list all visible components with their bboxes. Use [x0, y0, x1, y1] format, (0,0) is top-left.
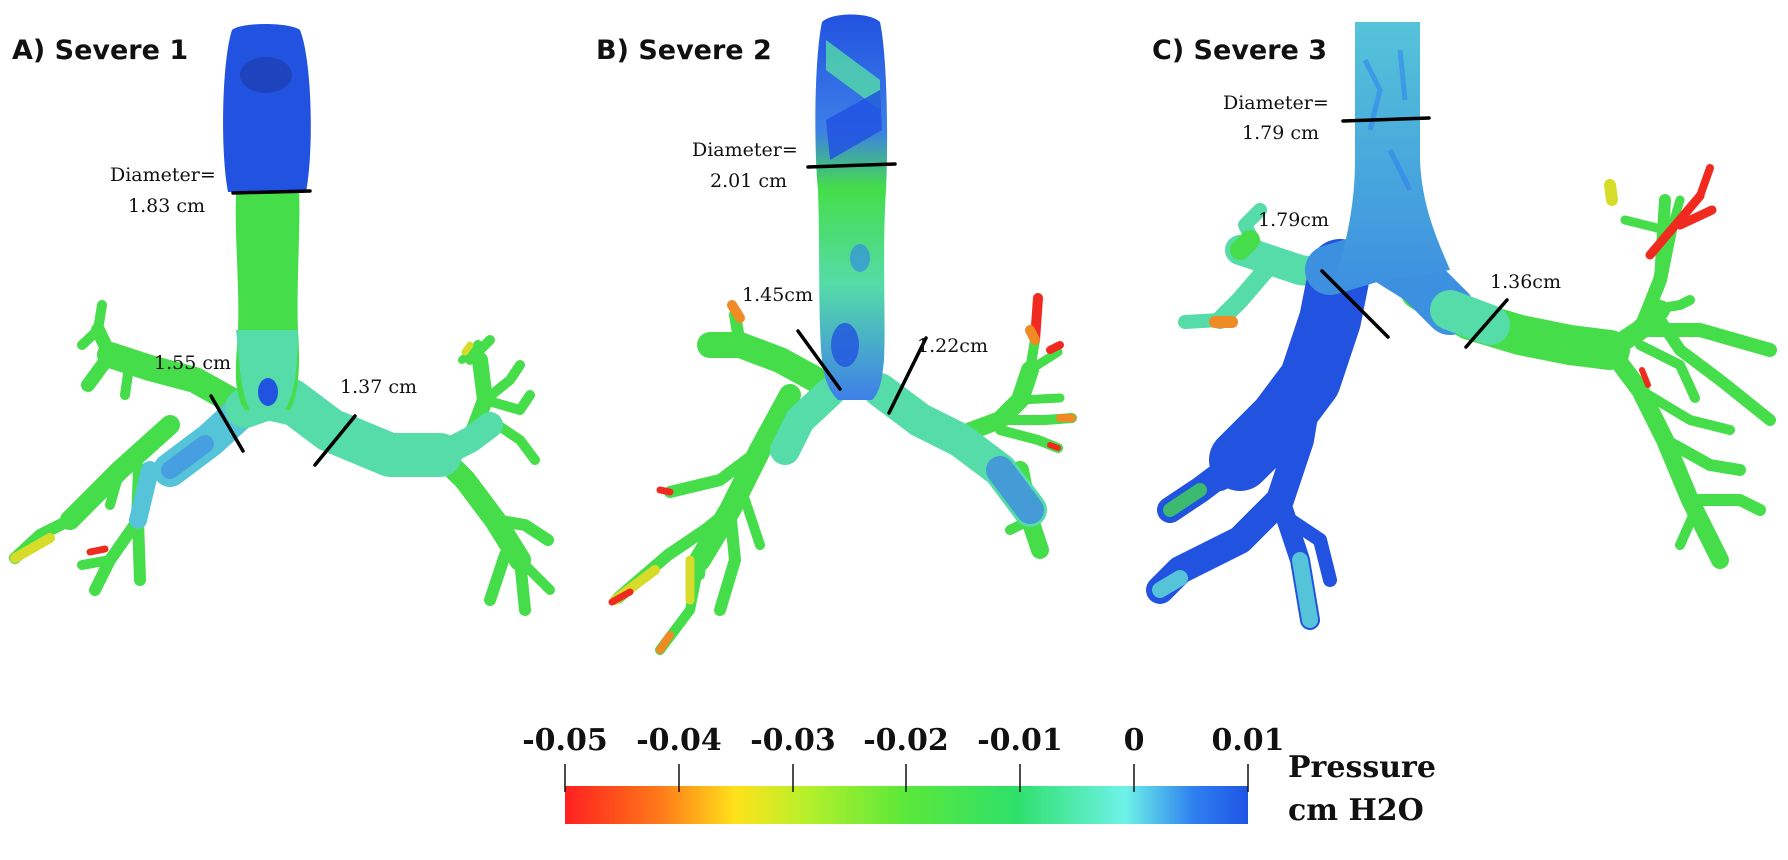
- panel-c-left-bronchus-cut: [1320, 269, 1390, 339]
- panel-a-right-bronchus-label: 1.37 cm: [340, 376, 417, 398]
- colorbar-tick-label: 0: [1124, 723, 1145, 758]
- colorbar-tick-label: -0.04: [636, 723, 722, 758]
- colorbar-tick-labels: -0.05 -0.04 -0.03 -0.02 -0.01 0 0.01: [522, 723, 1284, 758]
- panel-a-title: A) Severe 1: [12, 35, 188, 66]
- panel-c-right-bronchus-cut: [1464, 298, 1509, 349]
- panel-c-trachea-label-line1: Diameter=: [1223, 92, 1329, 114]
- colorbar-tick-label: -0.03: [750, 723, 836, 758]
- panel-c-title: C) Severe 3: [1152, 35, 1327, 66]
- panel-a-trachea-label-line1: Diameter=: [110, 164, 216, 186]
- panel-b-right-bronchus-label: 1.22cm: [917, 335, 988, 357]
- panel-b-left-bronchus-cut: [796, 329, 842, 391]
- colorbar-tick-label: -0.05: [522, 723, 608, 758]
- colorbar-tick-label: -0.02: [863, 723, 949, 758]
- panel-a-trachea-cut: [231, 189, 312, 195]
- panel-c-airway-tree: [1146, 22, 1777, 630]
- panel-a-left-bronchus-cut: [209, 394, 245, 453]
- panel-c-left-bronchus-label: 1.79cm: [1258, 209, 1329, 231]
- panel-a-right-bronchus-cut: [313, 414, 357, 467]
- panel-a: A) Severe 1 Diameter= 1.83 cm 1.55 cm 1.…: [9, 24, 555, 616]
- panel-c-trachea-label-line2: 1.79 cm: [1242, 122, 1319, 144]
- panel-b-right-bronchus-cut: [887, 336, 928, 415]
- panel-b-airway-tree: [608, 14, 1077, 655]
- colorbar-tick-label: -0.01: [977, 723, 1063, 758]
- panel-b: B) Severe 2 Diameter= 2.01 cm 1.45cm 1.2…: [596, 14, 1077, 655]
- panel-c-trachea-cut: [1341, 116, 1431, 123]
- panel-b-trachea-label-line1: Diameter=: [692, 139, 798, 161]
- panel-c-right-bronchus-label: 1.36cm: [1490, 271, 1561, 293]
- colorbar-title-line2: cm H2O: [1288, 793, 1424, 828]
- panel-b-left-bronchus-label: 1.45cm: [742, 284, 813, 306]
- panel-b-title: B) Severe 2: [596, 35, 772, 66]
- panel-c: C) Severe 3 Diameter= 1.79 cm 1.79cm 1.3…: [1146, 22, 1777, 630]
- colorbar: -0.05 -0.04 -0.03 -0.02 -0.01 0 0.01 Pre…: [522, 723, 1436, 828]
- colorbar-tick-label: 0.01: [1211, 723, 1284, 758]
- panel-a-left-bronchus-label: 1.55 cm: [154, 352, 231, 374]
- panel-a-airway-tree: [9, 24, 555, 616]
- colorbar-title-line1: Pressure: [1288, 750, 1436, 785]
- panel-b-trachea-label-line2: 2.01 cm: [710, 170, 787, 192]
- colorbar-tick-marks: [564, 764, 1249, 792]
- panel-b-trachea-cut: [806, 162, 897, 169]
- panel-a-trachea-label-line2: 1.83 cm: [128, 195, 205, 217]
- colorbar-gradient: [565, 786, 1248, 824]
